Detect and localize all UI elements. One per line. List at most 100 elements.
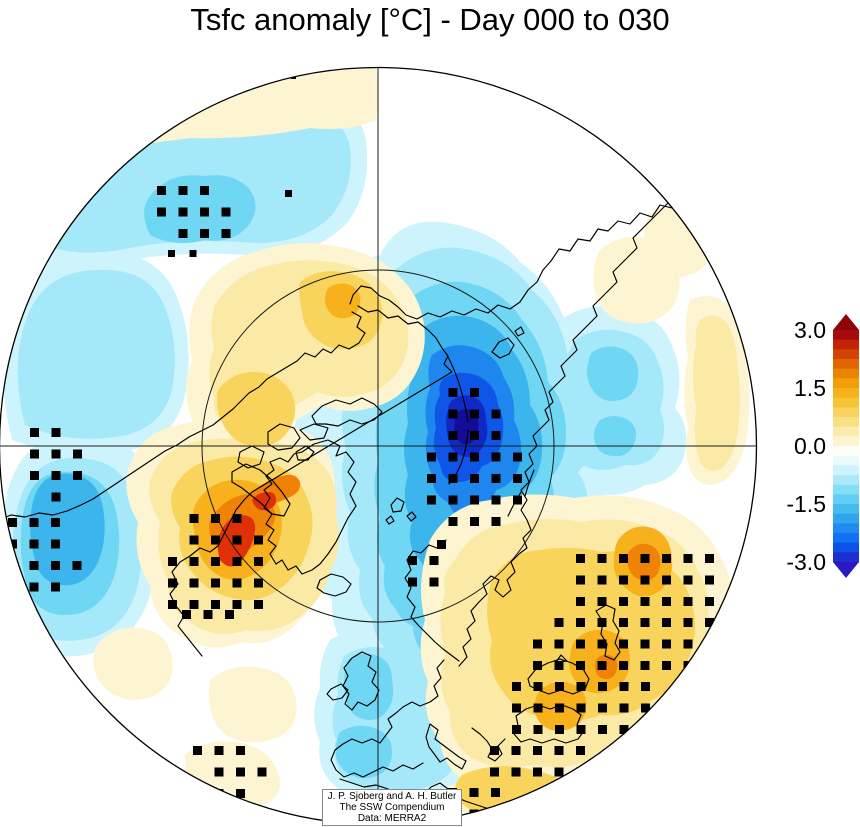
stipple-square [683,618,693,627]
colorbar-arrow-top [833,314,859,330]
stipple-square [619,725,629,734]
colorbar-segment [833,417,859,428]
colorbar-segment [833,426,859,437]
stipple-square [619,639,628,649]
stipple-square [619,618,628,627]
stipple-square [182,610,191,619]
stipple-square [200,229,209,238]
stipple-square [491,409,501,419]
stipple-square [511,746,521,755]
stipple-square [576,575,585,585]
stipple-square [555,703,564,713]
stipple-square [448,495,458,505]
stipple-square [512,682,521,691]
stipple-square [512,703,521,713]
attribution-source: The SSW Compendium [339,802,445,813]
stipple-square [662,661,671,670]
stipple-square [491,495,501,505]
stipple-square [513,495,522,505]
stipple-square [427,452,436,462]
stipple-square [533,746,542,755]
stipple-square [178,207,188,217]
stipple-square [470,452,479,462]
stipple-square [470,388,479,397]
colorbar-segment [833,552,859,563]
colorbar-segment [833,504,859,515]
colorbar-segment [833,494,859,505]
colorbar-segment [833,359,859,370]
stipple-square [211,578,220,588]
stipple-square [533,703,543,713]
stipple-square [51,492,61,502]
stipple-square [236,746,245,755]
stipple-square [211,600,220,609]
stipple-square [470,474,479,483]
stipple-square [662,639,671,649]
chart-title: Tsfc anomaly [°C] - Day 000 to 030 [190,2,670,37]
stipple-square [448,409,458,419]
stipple-square [232,578,242,588]
stipple-square [554,661,564,670]
stipple-square [51,539,60,549]
stipple-square [51,428,61,437]
stipple-square [598,703,607,713]
stipple-square [448,452,458,462]
colorbar-segment [833,455,859,466]
stipple-square [254,600,263,609]
stipple-square [448,517,458,526]
stipple-square [29,582,39,592]
stipple-square [533,767,542,777]
stipple-square [640,661,650,670]
stipple-square [214,746,224,755]
stipple-square [254,535,263,545]
stipple-square [189,578,199,588]
stipple-square [576,725,586,734]
stipple-square [73,471,82,480]
stipple-square [429,556,439,565]
stipple-square [203,610,213,619]
stipple-square [597,618,607,627]
stipple-square [554,618,564,627]
stipple-square [619,661,628,670]
stipple-square [427,495,436,505]
colorbar-segment [833,513,859,524]
stipple-square [254,578,263,588]
stipple-square [554,639,564,649]
stipple-square [200,186,209,195]
stipple-square [355,62,360,67]
colorbar-segment [833,542,859,553]
stipple-square [254,557,263,566]
stipple-square [576,618,585,627]
colorbar-tick-label: -1.5 [786,491,826,517]
stipple-square [232,600,242,609]
stipple-square [576,682,586,691]
colorbar-segment [833,339,859,350]
stipple-square [491,474,501,483]
significance-stipple-layer [8,62,736,819]
stipple-square [491,452,501,462]
stipple-square [576,554,585,563]
colorbar-segment [833,475,859,486]
stipple-square [576,639,585,649]
stipple-square [512,725,521,734]
stipple-square [232,535,242,545]
stipple-square [555,725,564,734]
stipple-square [168,250,175,257]
stipple-square [448,388,458,397]
stipple-square [30,428,39,437]
stipple-square [29,539,39,549]
stipple-square [705,597,714,606]
colorbar-segment [833,523,859,534]
stipple-square [470,517,479,526]
stipple-square [470,431,479,440]
stipple-square [554,746,564,755]
stipple-square [437,540,446,549]
stipple-square [576,767,585,777]
stipple-square [554,767,564,777]
colorbar-segment [833,465,859,476]
attribution-data: Data: MERRA2 [357,813,427,824]
stipple-square [619,597,628,606]
stipple-square [533,725,543,734]
colorbar-segment [833,397,859,408]
